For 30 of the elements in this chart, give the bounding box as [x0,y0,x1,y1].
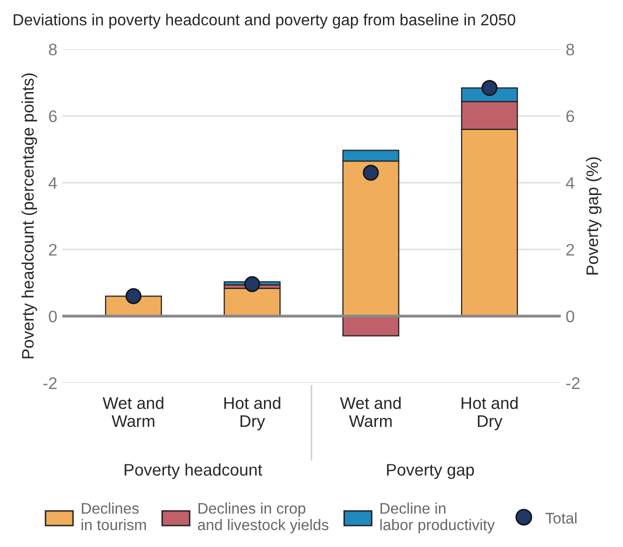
y2-tick-label: -2 [566,377,580,389]
y-tick-label: 8 [48,44,57,56]
bar [342,316,400,336]
y2-tick-label: 0 [566,310,574,322]
y2-tick-label: 8 [566,44,574,56]
y2-tick-label: 4 [566,177,574,189]
y-tick-label: 6 [49,110,57,122]
legend-label: Declines in tourism [82,502,146,530]
x-tick-label: Wet and Warm [102,396,164,427]
y-tick-label: 4 [48,177,57,189]
x-tick-label: Hot and Dry [224,396,280,430]
text: Poverty gap [387,464,474,479]
point [362,164,379,181]
point [244,276,260,292]
y-axis-title: Poverty headcount (percentage points) [22,73,38,358]
y-tick-label: 2 [49,244,57,256]
legend-label: Declines in crop and livestock yields [198,502,328,534]
y2-tick-label: 2 [566,244,574,256]
y2-tick-label: 6 [566,110,574,122]
text: Poverty headcount [124,463,262,479]
y-tick-label: 0 [48,310,57,322]
chart-title: Deviations in poverty headcount and poverty gap from baseline in 2050 [14,14,516,29]
y-tick-label: -2 [43,377,57,389]
legend-label: Decline in labor productivity [380,502,495,534]
y2-axis-title: Poverty gap (%) [586,157,602,274]
legend-label: Total [546,512,576,524]
x-tick-label: Hot and Dry [462,396,518,430]
point [482,80,498,96]
point [126,288,142,304]
x-tick-label: Wet and Warm [340,396,401,427]
